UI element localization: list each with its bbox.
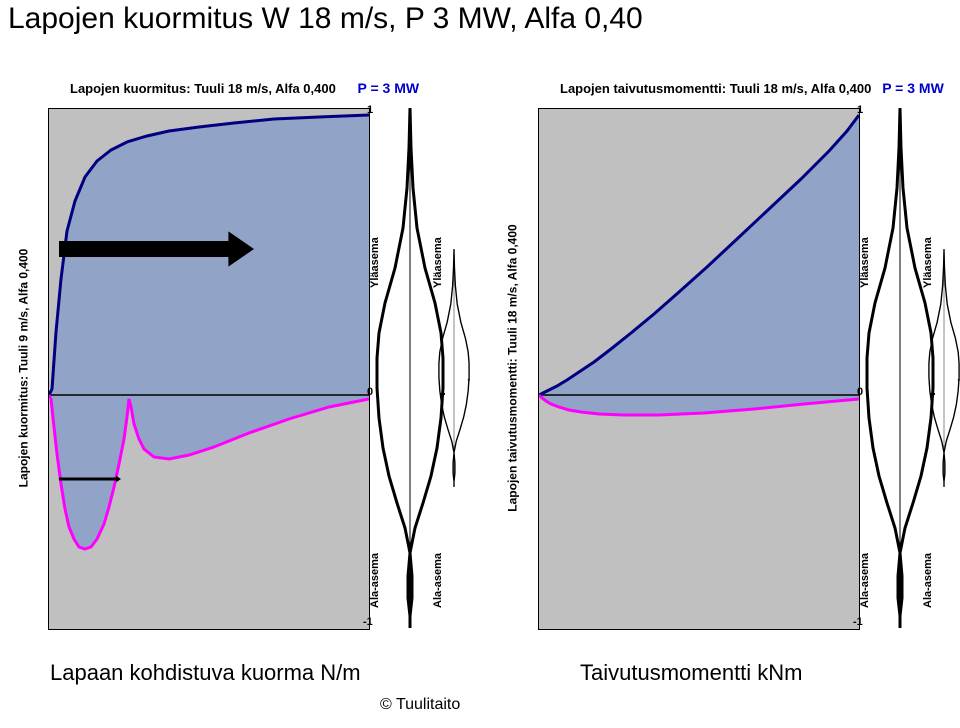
left-side-a-yla: Yläasema [369,237,381,288]
bottom-label-right: Taivutusmomentti kNm [580,660,803,686]
left-side-b-ala: Ala-asema [432,553,444,608]
right-chart-power: P = 3 MW [882,80,944,96]
left-side-a-tick-1: 1 [367,104,373,116]
right-chart-svg [539,109,859,629]
right-side-a-tick-0: 0 [857,386,863,398]
left-chart-svg [49,109,369,629]
right-chart-cell: Lapojen taivutusmomentti: Tuuli 18 m/s, … [490,80,960,640]
sketch-svg-icon [865,108,935,628]
right-chart-ylabel: Lapojen taivutusmomentti: Tuuli 18 m/s, … [506,224,520,511]
right-side-sketch-a: 1 0 -1 Yläasema Ala-asema [865,108,935,628]
left-chart-cell: Lapojen kuormitus: Tuuli 18 m/s, Alfa 0,… [0,80,470,640]
left-side-sketch-a: 1 0 -1 Yläasema Ala-asema [375,108,445,628]
bottom-label-left: Lapaan kohdistuva kuorma N/m [50,660,361,686]
right-chart-ylabel-wrap: Lapojen taivutusmomentti: Tuuli 18 m/s, … [498,108,528,628]
left-chart-title: Lapojen kuormitus: Tuuli 18 m/s, Alfa 0,… [70,80,419,96]
right-side-a-tick-neg1: -1 [853,616,863,628]
right-chart-plot [538,108,860,630]
left-chart-power: P = 3 MW [358,80,420,96]
right-side-a-ala: Ala-asema [859,553,871,608]
left-chart-ylabel-wrap: Lapojen kuormitus: Tuuli 9 m/s, Alfa 0,4… [8,108,38,628]
left-chart-plot [48,108,370,630]
left-side-sketch-b: Yläasema Ala-asema [438,108,470,628]
sketch-svg-icon [438,108,470,628]
sketch-svg-icon [928,108,960,628]
left-side-b-yla: Yläasema [432,237,444,288]
copyright-label: © Tuulitaito [380,696,460,714]
left-side-a-ala: Ala-asema [369,553,381,608]
right-chart-title-main: Lapojen taivutusmomentti: Tuuli 18 m/s, … [560,81,871,96]
left-chart-title-main: Lapojen kuormitus: Tuuli 18 m/s, Alfa 0,… [70,81,336,96]
left-side-a-tick-neg1: -1 [363,616,373,628]
right-side-a-yla: Yläasema [859,237,871,288]
page-title: Lapojen kuormitus W 18 m/s, P 3 MW, Alfa… [8,2,643,36]
right-side-b-ala: Ala-asema [922,553,934,608]
right-side-sketch-b: Yläasema Ala-asema [928,108,960,628]
right-side-b-yla: Yläasema [922,237,934,288]
right-side-a-tick-1: 1 [857,104,863,116]
right-chart-title: Lapojen taivutusmomentti: Tuuli 18 m/s, … [560,80,944,96]
chart-row: Lapojen kuormitus: Tuuli 18 m/s, Alfa 0,… [0,80,960,640]
left-side-a-tick-0: 0 [367,386,373,398]
left-chart-ylabel: Lapojen kuormitus: Tuuli 9 m/s, Alfa 0,4… [16,249,30,488]
bottom-labels: Lapaan kohdistuva kuorma N/m Taivutusmom… [0,660,960,720]
sketch-svg-icon [375,108,445,628]
